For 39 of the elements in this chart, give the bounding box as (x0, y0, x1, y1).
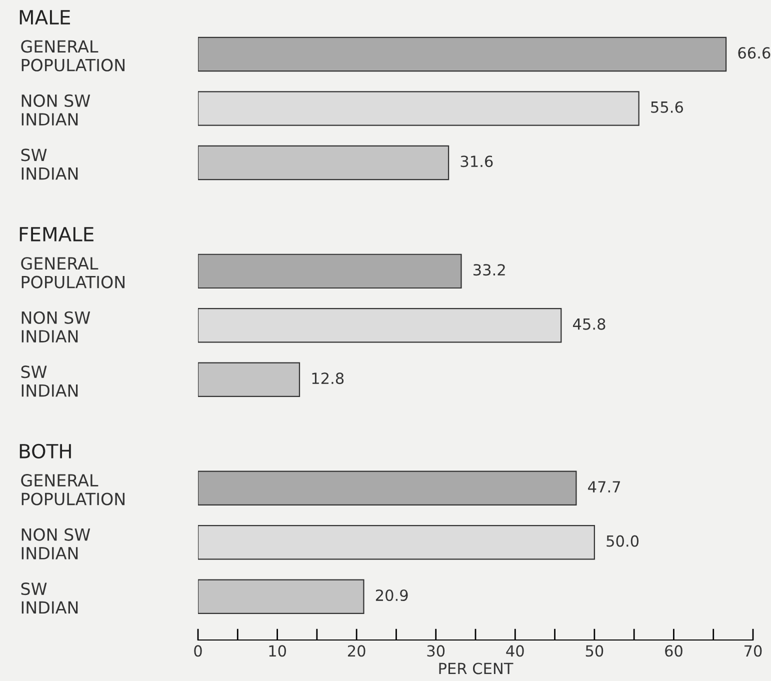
data-label: 47.7 (588, 481, 620, 492)
data-label: 12.8 (312, 372, 344, 384)
x-tick-label: 10 (269, 645, 286, 657)
text: MALE (20, 10, 70, 24)
y-tick-label: GENERAL POPULATION (21, 474, 124, 506)
text: FEMALE (20, 227, 94, 242)
text: BOTH (20, 444, 71, 459)
data-label: 55.6 (651, 101, 683, 113)
x-tick-label: 20 (348, 645, 366, 657)
data-label: 66.6 (738, 47, 770, 59)
bar (198, 579, 364, 614)
x-tick-label: 60 (665, 645, 682, 657)
data-label: 31.6 (460, 156, 493, 168)
bar (198, 308, 562, 343)
y-tick-label: GENERAL POPULATION (21, 40, 124, 72)
bar (198, 36, 727, 72)
y-tick-label: SW INDIAN (21, 366, 78, 397)
data-label: 50.0 (606, 535, 639, 547)
y-tick-label: NON SW INDIAN (22, 528, 90, 560)
data-label: 33.2 (474, 264, 505, 276)
x-tick-label: 0 (194, 645, 202, 657)
bar (198, 254, 462, 289)
data-label: 45.8 (572, 318, 606, 330)
x-tick-label: 30 (427, 645, 445, 657)
bar (198, 91, 640, 126)
bar (198, 362, 300, 398)
data-label: 20.9 (376, 589, 408, 602)
x-tick-label: 50 (586, 645, 604, 657)
y-tick-label: NON SW INDIAN (22, 311, 90, 342)
x-tick-label: 70 (744, 645, 762, 657)
y-tick-label: SW INDIAN (21, 148, 78, 180)
y-tick-label: SW INDIAN (21, 582, 78, 614)
y-tick-label: NON SW INDIAN (22, 94, 90, 126)
x-tick-label: 40 (506, 645, 524, 657)
x-axis-title: PER CENT (439, 662, 514, 674)
bar (198, 145, 450, 180)
bar (198, 470, 577, 506)
bar (198, 525, 595, 560)
y-tick-label: GENERAL POPULATION (21, 257, 124, 288)
